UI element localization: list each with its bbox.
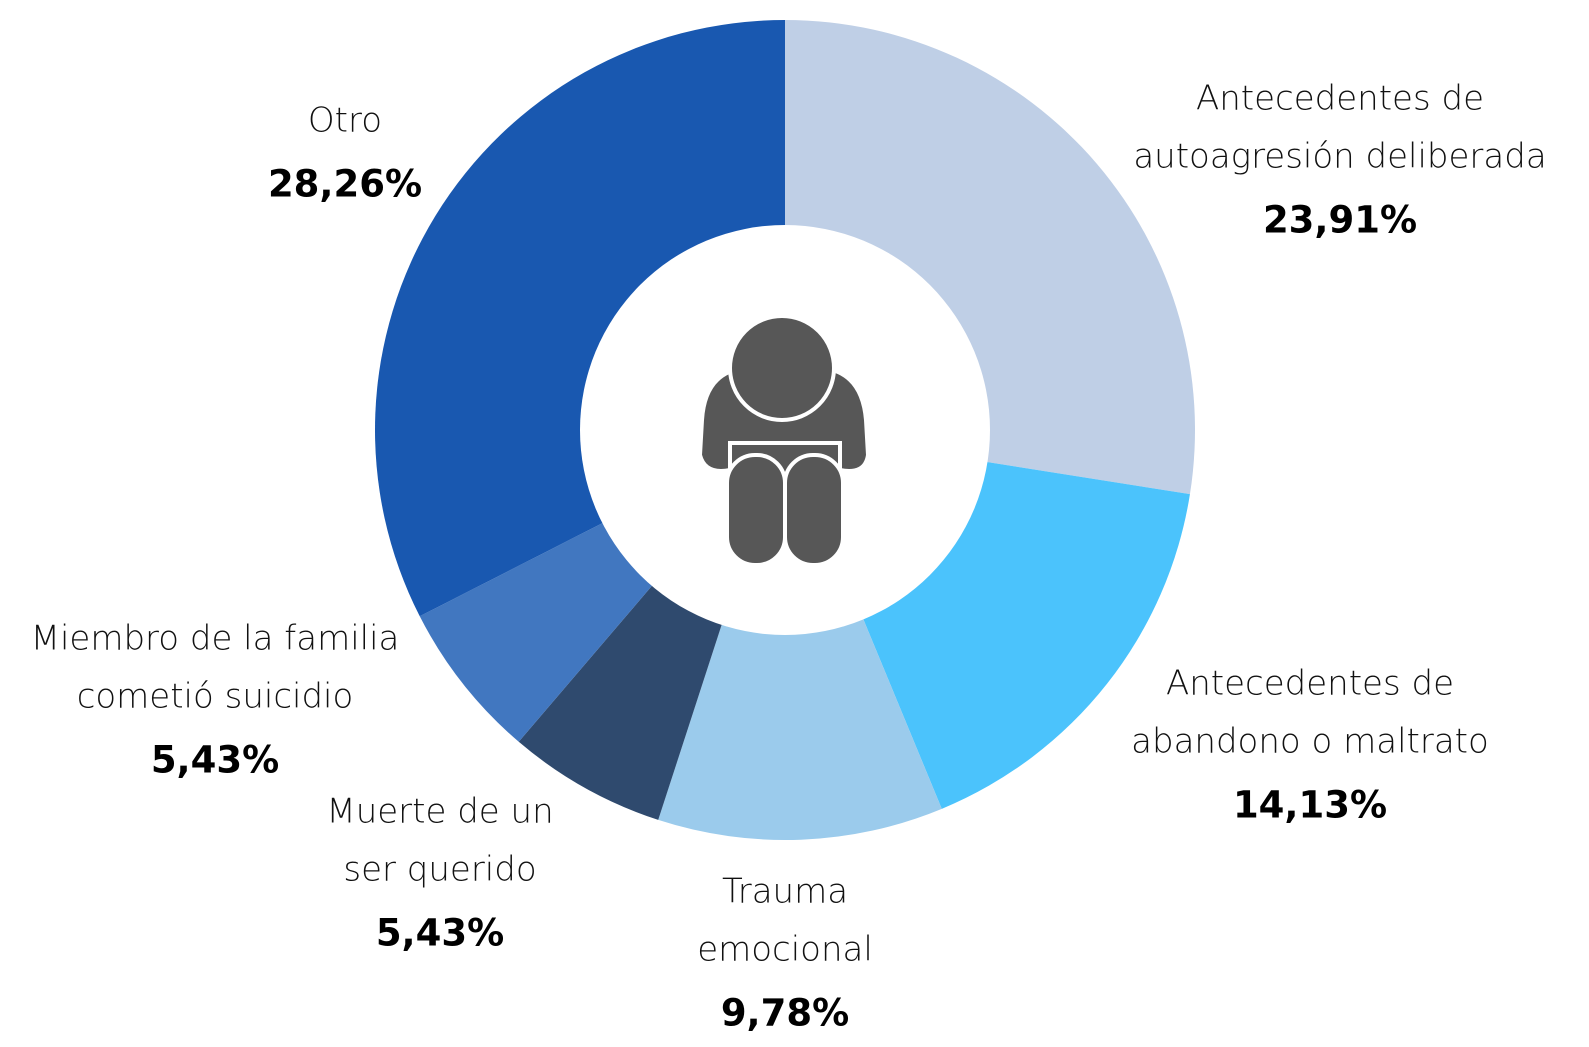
slice-label: Antecedentes de: [1166, 664, 1454, 704]
slice-label: Antecedentes de: [1196, 79, 1484, 119]
slice-label: Otro: [308, 101, 382, 141]
value-label: 28,26%: [268, 163, 422, 206]
slice-label: Miembro de la familia: [31, 619, 400, 659]
value-label: 5,43%: [151, 739, 279, 782]
slice-label: cometió suicidio: [77, 677, 354, 717]
slice-label: Trauma: [722, 872, 848, 912]
slice-label: Muerte de un: [326, 792, 553, 832]
labels: Antecedentes de autoagresión deliberada 23…: [31, 79, 1547, 1035]
person-icon: [697, 314, 871, 567]
value-label: 14,13%: [1233, 784, 1387, 827]
value-label: 23,91%: [1263, 199, 1417, 242]
value-label: 5,43%: [376, 912, 504, 955]
slice: [658, 430, 942, 840]
slice-label: autoagresión deliberada: [1133, 137, 1546, 177]
value-label: 9,78%: [721, 992, 849, 1035]
slice-label: abandono o maltrato: [1131, 722, 1489, 762]
slice-label: emocional: [697, 930, 873, 970]
slice-label: ser querido: [343, 850, 536, 890]
